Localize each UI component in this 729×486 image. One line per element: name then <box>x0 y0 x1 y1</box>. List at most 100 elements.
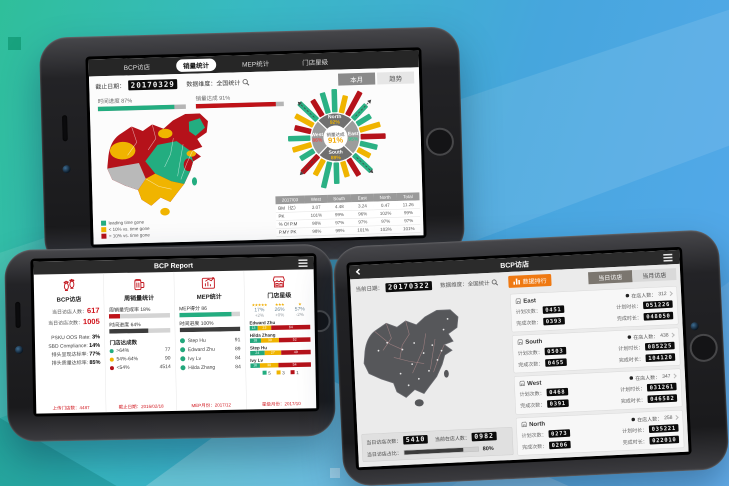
china-map-colored[interactable] <box>92 104 269 227</box>
panel-title: 门店星级 <box>267 291 292 300</box>
camera-dot <box>62 165 71 174</box>
phone-left-screen: BCP Report BC <box>30 253 320 417</box>
speaker-slit <box>15 301 21 328</box>
star-summary: ★★★★★ 17% +2% ★★★ 26% +0% ★ 57% -2% <box>251 301 305 318</box>
region-name: North <box>528 419 546 428</box>
panel-mep-stats[interactable]: MEP统计 MEP得分 86 时间进度 100% Step Hu 91 Edwar… <box>173 270 247 411</box>
quadrant-south: South 89% <box>328 149 343 161</box>
store-icon <box>521 421 527 428</box>
phone-right-screen: BCP访店 当前日期： 20170322 数据维度：全国统计 <box>346 246 692 471</box>
camera-dot <box>15 345 24 354</box>
phone-bottom-left: BCP Report BC <box>4 243 336 443</box>
chevron-right-icon <box>669 332 675 338</box>
rank-button[interactable]: 数据排行 <box>508 273 552 288</box>
metric-row: 排头质量达标率: 85% <box>51 359 101 367</box>
region-name: West <box>527 378 542 387</box>
legend-swatch-red <box>101 233 107 239</box>
daily-visits: 当日访店次数：1005 <box>47 317 100 327</box>
region-name: South <box>525 337 543 346</box>
store-icon <box>517 339 523 345</box>
toggle-monthly[interactable]: 当月访店 <box>631 268 677 283</box>
footprints-icon <box>38 276 99 295</box>
ratio-label: 当日访店占比： <box>366 450 402 458</box>
visits-label: 当日访店次数： <box>366 438 402 446</box>
panel-title: BCP访店 <box>56 295 82 304</box>
chart-icon <box>178 274 239 293</box>
chevron-right-icon <box>671 373 677 379</box>
menu-icon[interactable] <box>298 262 308 265</box>
china-map-grey[interactable] <box>355 295 510 422</box>
dot-row: <54% 4514 <box>110 362 171 372</box>
phone-bottom-right: BCP访店 当前日期： 20170322 数据维度：全国统计 <box>332 229 729 486</box>
panel-bcp-visit[interactable]: BCP访店 当日访店人数：617 当日访店次数：1005 PSKU OOS Ra… <box>34 273 106 413</box>
phone-top: BCP访店 销量统计 MEP统计 门店星级 截止日期： 20170329 数据维… <box>38 26 466 268</box>
legend-swatch-yellow <box>101 227 107 233</box>
legend-swatch-green <box>101 220 107 226</box>
background-square <box>330 468 340 478</box>
search-icon[interactable] <box>242 78 250 86</box>
shop-icon <box>249 272 310 291</box>
stack-bar: 16 30 54 <box>250 362 311 368</box>
legend-label: > 10% vs. time gone <box>108 232 150 239</box>
phone-top-screen: BCP访店 销量统计 MEP统计 门店星级 截止日期： 20170329 数据维… <box>85 47 427 248</box>
tab-mep-stats[interactable]: MEP统计 <box>241 59 270 68</box>
region-card-south[interactable]: South 在店人数： 438 计划次数： 0503 计划时长： 085225 完成次… <box>511 327 681 374</box>
home-button <box>425 127 455 157</box>
map-legend: leading time gone < 10% vs. time gone > … <box>101 219 150 240</box>
panel-footer: 上传门店数：4487 <box>52 405 90 411</box>
date-display[interactable]: 20170329 <box>128 79 178 91</box>
period-toggle: 当日访店 当月访店 <box>588 268 677 285</box>
search-icon[interactable] <box>491 279 499 286</box>
stack-bar: 18 30 52 <box>249 337 311 343</box>
region-name: East <box>523 296 537 305</box>
visits-display: 5410 <box>403 434 429 445</box>
home-button <box>689 333 719 363</box>
store-icon <box>515 298 521 304</box>
panel-title: 周销量统计 <box>123 294 155 302</box>
beer-mug-icon <box>108 275 169 294</box>
date-display[interactable]: 20170322 <box>385 281 433 293</box>
region-card-west[interactable]: West 在店人数： 347 计划次数： 0468 计划时长： 031261 完成次数… <box>513 368 683 415</box>
menu-icon[interactable] <box>663 256 673 259</box>
panel-weekly-sales[interactable]: 周销量统计 周销量完成率 18% 时间进度 64% 门店达成数 >64% 77 5… <box>103 271 177 413</box>
panel-footer: 星级月份：2017/10 <box>261 401 301 407</box>
background-square <box>8 37 21 50</box>
people-label: 当前在店人数： <box>434 435 470 443</box>
person-row: Hilda Zhang 84 <box>180 362 241 372</box>
report-title: BCP Report <box>153 261 194 270</box>
chevron-right-icon <box>673 414 679 420</box>
radial-sales-chart[interactable]: North 92% East 95% South 89% West <box>280 82 390 192</box>
chevron-right-icon <box>667 291 673 297</box>
radial-center: 销量达成 91% <box>326 131 345 145</box>
mep-score-bar: MEP得分 86 时间进度 100% <box>179 303 241 333</box>
region-summary-table: 2017/03 West South East North Total BM（亿… <box>275 192 421 237</box>
stack-bar: 13 23 64 <box>249 324 311 331</box>
dimension-label[interactable]: 数据维度：全国统计 <box>186 79 241 88</box>
toggle-daily[interactable]: 当日访店 <box>588 270 633 285</box>
bar-chart-icon <box>513 278 521 285</box>
region-card-east[interactable]: East 在店人数： 312 计划次数： 0451 计划时长： 051226 完成次数… <box>509 286 679 333</box>
panel-footer: MEP月份：2017/12 <box>191 402 232 409</box>
camera-dot <box>690 322 699 331</box>
legend-label: < 10% vs. time gone <box>108 225 150 233</box>
quadrant-north: North 92% <box>327 113 342 126</box>
rating-legend: 5 3 1 <box>250 370 311 376</box>
legend-label: leading time gone <box>108 219 145 226</box>
dimension-label[interactable]: 数据维度：全国统计 <box>440 280 490 289</box>
stack-bar: 24 27 49 <box>250 349 311 356</box>
panel-footer: 截止日期：2016/02/18 <box>118 403 164 410</box>
tab-store-rating[interactable]: 门店星级 <box>302 58 329 67</box>
daily-summary-panel: 当日访店次数： 5410 当前在店人数： 0982 当日访店占比： 80% <box>361 426 514 463</box>
panel-store-rating[interactable]: 门店星级 ★★★★★ 17% +2% ★★★ 26% +0% ★ 57% -2% Edwar… <box>243 269 317 410</box>
date-label: 截止日期： <box>95 82 126 91</box>
ratio-bar <box>404 447 464 455</box>
people-display: 0982 <box>471 431 497 442</box>
tab-sales-stats[interactable]: 销量统计 <box>175 58 217 72</box>
region-card-north[interactable]: North 在店人数： 258 计划次数： 0273 计划时长： 035221 完成次… <box>515 409 685 456</box>
back-icon[interactable] <box>355 268 363 275</box>
store-icon <box>519 380 525 386</box>
panel-title: MEP统计 <box>196 292 222 301</box>
weekly-completion-bar: 周销量完成率 18% 时间进度 64% <box>109 305 171 334</box>
tab-bcp-visit[interactable]: BCP访店 <box>123 63 151 72</box>
